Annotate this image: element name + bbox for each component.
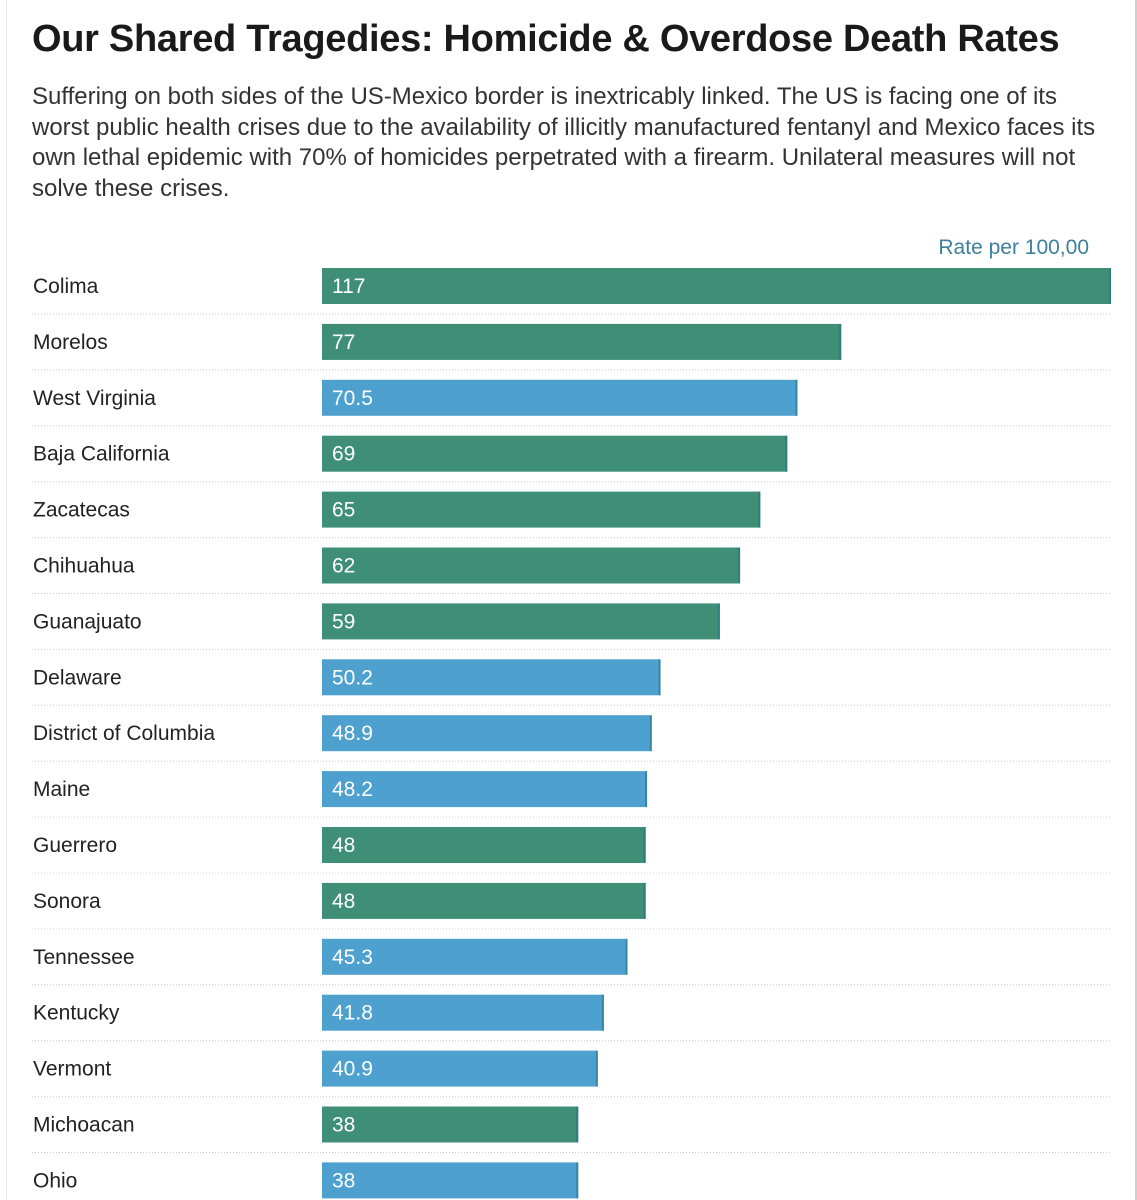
- bar-value-label: 50.2: [332, 666, 373, 689]
- bar: [322, 715, 652, 752]
- chart-subtitle: Suffering on both sides of the US-Mexico…: [32, 83, 1096, 202]
- bar: [322, 771, 648, 808]
- bar-value-label: 77: [332, 331, 355, 354]
- category-label: District of Columbia: [33, 722, 215, 745]
- bar-end-cap: [576, 1162, 579, 1199]
- bar: [322, 1162, 579, 1199]
- bar-value-label: 117: [332, 275, 365, 298]
- bar: [322, 547, 741, 584]
- category-label: Morelos: [33, 331, 108, 354]
- bar: [322, 882, 646, 919]
- bar-value-label: 38: [332, 1114, 355, 1137]
- category-label: Vermont: [33, 1058, 111, 1081]
- right-border: [1135, 0, 1137, 1200]
- bar: [322, 435, 788, 472]
- category-label: Guerrero: [33, 834, 117, 857]
- bar-value-label: 62: [332, 555, 355, 578]
- bar-value-label: 70.5: [332, 387, 373, 410]
- bar-value-label: 48.9: [332, 722, 373, 745]
- bar: [322, 994, 604, 1031]
- bar: [322, 659, 661, 696]
- bar-end-cap: [576, 1106, 579, 1143]
- bar-end-cap: [595, 1050, 598, 1087]
- bar: [322, 268, 1111, 304]
- category-label: Maine: [33, 778, 90, 801]
- left-border: [0, 0, 7, 1200]
- bar-end-cap: [839, 323, 842, 360]
- category-label: Chihuahua: [33, 555, 135, 578]
- bar: [322, 827, 646, 863]
- bar-end-cap: [1109, 268, 1111, 304]
- bar-end-cap: [785, 435, 788, 472]
- bar-end-cap: [738, 547, 741, 584]
- category-label: Guanajuato: [33, 610, 142, 633]
- value-axis-label: Rate per 100,00: [938, 236, 1089, 259]
- chart-title: Our Shared Tragedies: Homicide & Overdos…: [32, 18, 1060, 60]
- bar-end-cap: [643, 827, 646, 863]
- bar-value-label: 48.2: [332, 778, 373, 801]
- bar-end-cap: [758, 491, 761, 528]
- bar-end-cap: [643, 882, 646, 919]
- bar: [322, 1106, 579, 1143]
- bar-value-label: 59: [332, 610, 355, 633]
- category-label: Sonora: [33, 890, 101, 913]
- category-label: Michoacan: [33, 1114, 135, 1137]
- bar: [322, 379, 798, 416]
- bar-end-cap: [645, 771, 648, 808]
- bar-value-label: 69: [332, 443, 355, 466]
- bar: [322, 938, 628, 975]
- category-label: Colima: [33, 275, 99, 298]
- bar: [322, 1050, 598, 1087]
- category-label: Ohio: [33, 1169, 77, 1192]
- bar: [322, 491, 761, 528]
- category-label: West Virginia: [33, 387, 156, 410]
- category-label: Kentucky: [33, 1002, 120, 1025]
- category-label: Tennessee: [33, 946, 135, 969]
- bar-value-label: 48: [332, 834, 355, 857]
- bar-end-cap: [717, 603, 720, 640]
- bar: [322, 323, 842, 360]
- bar-value-label: 45.3: [332, 946, 373, 969]
- bar-end-cap: [625, 938, 628, 975]
- bar-end-cap: [601, 994, 604, 1031]
- category-label: Zacatecas: [33, 499, 130, 522]
- category-label: Delaware: [33, 666, 122, 689]
- bar-end-cap: [795, 379, 798, 416]
- bar-value-label: 41.8: [332, 1002, 373, 1025]
- category-label: Baja California: [33, 443, 170, 466]
- bar-end-cap: [658, 659, 661, 696]
- bar-value-label: 40.9: [332, 1058, 373, 1081]
- bar-value-label: 48: [332, 890, 355, 913]
- bar-value-label: 65: [332, 499, 355, 522]
- bar: [322, 603, 720, 640]
- bar-end-cap: [649, 715, 652, 752]
- bar-value-label: 38: [332, 1169, 355, 1192]
